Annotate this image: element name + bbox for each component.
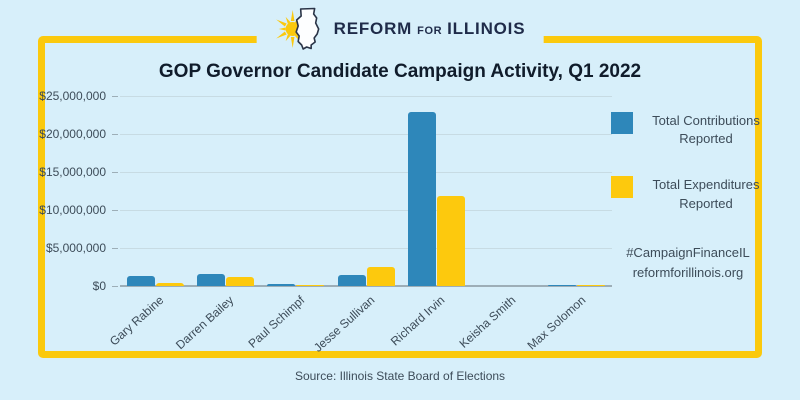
sunburst-illinois-state-icon — [276, 7, 320, 50]
bar-contributions — [267, 284, 296, 286]
legend-label-contributions: Total Contributions Reported — [652, 113, 760, 147]
source-attribution: Source: Illinois State Board of Election… — [294, 369, 506, 383]
legend-swatch-contributions — [611, 112, 633, 134]
y-axis-tick — [112, 210, 118, 211]
legend-item-expenditures: Total Expenditures Reported — [611, 176, 770, 212]
y-axis-tick-label: $5,000,000 — [45, 241, 106, 255]
campaign-tags: #CampaignFinanceIL reformforillinois.org — [608, 243, 768, 283]
legend-swatch-expenditures — [611, 176, 633, 199]
reform-for-illinois-logo: REFORM FOR ILLINOIS — [256, 6, 544, 52]
y-axis-tick — [112, 96, 118, 97]
bar-expenditures — [577, 284, 606, 286]
bar-expenditures — [155, 282, 184, 286]
hashtag: #CampaignFinanceIL — [626, 245, 750, 260]
bar-expenditures — [296, 284, 325, 286]
legend-item-contributions: Total Contributions Reported — [611, 112, 770, 148]
y-axis-tick-label: $25,000,000 — [39, 89, 106, 103]
y-axis-tick — [112, 286, 118, 287]
gridline — [120, 248, 612, 249]
website-url: reformforillinois.org — [632, 265, 744, 281]
y-axis-tick — [112, 248, 118, 249]
y-axis-tick-label: $20,000,000 — [39, 127, 106, 141]
bar-expenditures — [436, 195, 465, 286]
chart-title: GOP Governor Candidate Campaign Activity… — [158, 61, 642, 82]
y-axis-tick-label: $0 — [92, 279, 106, 293]
logo-word-illinois: ILLINOIS — [447, 19, 526, 38]
legend-label-expenditures: Total Expenditures Reported — [652, 177, 760, 211]
bar-contributions — [548, 284, 577, 286]
bar-contributions — [126, 276, 155, 286]
logo-word-reform: REFORM — [333, 19, 413, 38]
gridline — [120, 210, 612, 211]
bar-expenditures — [225, 277, 254, 286]
bar-contributions — [407, 111, 436, 286]
gridline — [120, 172, 612, 173]
legend: Total Contributions Reported Total Expen… — [611, 112, 770, 241]
x-axis-line — [120, 285, 612, 287]
bar-expenditures — [366, 267, 395, 286]
y-axis-tick-label: $15,000,000 — [39, 165, 106, 179]
y-axis-tick — [112, 134, 118, 135]
logo-wordmark: REFORM FOR ILLINOIS — [334, 19, 526, 39]
bar-contributions — [196, 273, 225, 286]
y-axis-tick-label: $10,000,000 — [39, 203, 106, 217]
y-axis-tick — [112, 172, 118, 173]
gridline — [120, 96, 612, 97]
gridline — [120, 134, 612, 135]
bar-chart-plot-area — [120, 96, 612, 287]
logo-word-for: FOR — [417, 25, 443, 37]
bar-contributions — [337, 275, 366, 286]
